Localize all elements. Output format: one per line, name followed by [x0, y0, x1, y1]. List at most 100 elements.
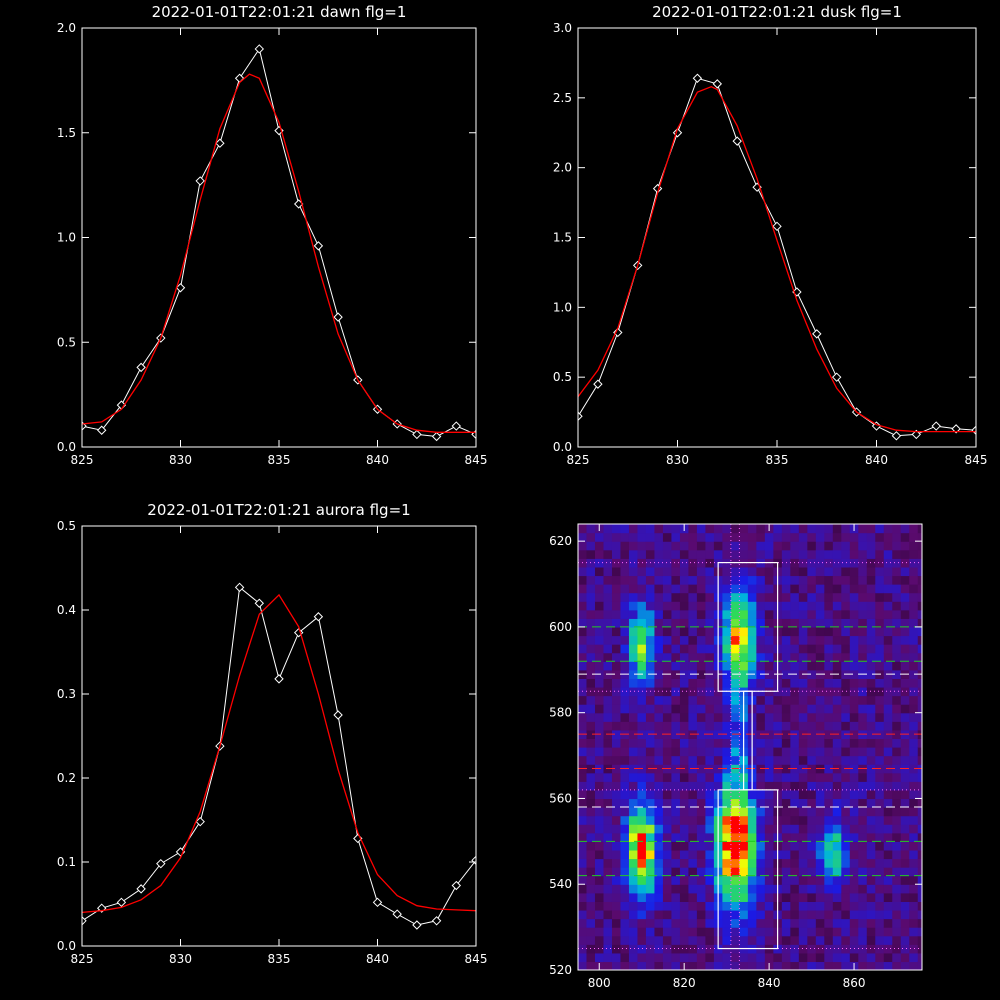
heatmap-cell [858, 584, 868, 594]
heatmap-cell [705, 747, 715, 757]
y-tick-label: 0.4 [57, 603, 76, 617]
heatmap-cell [849, 618, 859, 628]
heatmap-cell [917, 712, 922, 722]
heatmap-cell [798, 875, 808, 885]
heatmap-cell [807, 884, 817, 894]
heatmap-cell [764, 618, 774, 628]
heatmap-cell [790, 884, 800, 894]
data-point-marker [613, 327, 623, 338]
heatmap-cell [841, 738, 851, 748]
heatmap-cell [866, 584, 876, 594]
heatmap-cell [917, 772, 922, 782]
heatmap-cell [662, 781, 673, 791]
heatmap-cell [620, 841, 630, 851]
heatmap-cell [807, 712, 817, 722]
heatmap-cell [739, 832, 749, 842]
heatmap-cell [722, 738, 732, 748]
heatmap-cell [883, 738, 893, 748]
heatmap-cell [917, 652, 922, 662]
heatmap-cell [892, 858, 902, 868]
heatmap-cell [875, 832, 885, 842]
heatmap-cell [883, 592, 893, 602]
heatmap-cell [824, 626, 834, 637]
heatmap-cell [909, 927, 919, 937]
heatmap-cell [849, 747, 859, 757]
heatmap-cell [900, 884, 910, 894]
heatmap-cell [883, 892, 893, 902]
heatmap-cell [747, 789, 757, 800]
heatmap-cell [594, 841, 605, 851]
heatmap-cell [611, 609, 622, 619]
heatmap-cell [696, 815, 706, 825]
heatmap-cell [798, 892, 808, 902]
heatmap-cell [722, 755, 732, 765]
heatmap-cell [807, 841, 817, 851]
heatmap-cell [586, 704, 596, 714]
heatmap-cell [875, 935, 885, 945]
heatmap-cell [722, 575, 732, 585]
heatmap-cell [815, 626, 825, 637]
heatmap-cell [917, 678, 922, 688]
heatmap-cell [841, 909, 851, 920]
heatmap-cell [594, 901, 605, 911]
heatmap-cell [807, 961, 817, 970]
heatmap-cell [645, 704, 656, 714]
heatmap-cell [645, 781, 656, 791]
heatmap-cell [807, 935, 817, 945]
heatmap-cell [696, 566, 706, 577]
heatmap-cell [611, 549, 622, 559]
heatmap-cell [773, 755, 783, 765]
heatmap-cell [722, 832, 732, 842]
heatmap-cell [586, 661, 596, 671]
heatmap-cell [858, 644, 868, 654]
heatmap-cell [756, 644, 766, 654]
heatmap-cell [900, 721, 910, 731]
heatmap-cell [645, 875, 656, 885]
heatmap-cell [892, 532, 902, 542]
heatmap-cell [654, 772, 664, 782]
heatmap-cell [705, 566, 715, 577]
heatmap-cell [620, 747, 630, 757]
heatmap-cell [781, 652, 791, 662]
heatmap-cell [739, 635, 749, 645]
heatmap-cell [781, 918, 791, 928]
heatmap-cell [756, 524, 766, 534]
heatmap-cell [594, 832, 605, 842]
heatmap-cell [892, 747, 902, 757]
heatmap-cell [900, 618, 910, 628]
heatmap-cell [654, 738, 664, 748]
heatmap-cell [900, 626, 910, 637]
heatmap-cell [679, 807, 690, 817]
heatmap-cell [586, 669, 596, 679]
heatmap-cell [764, 566, 774, 577]
heatmap-cell [866, 841, 876, 851]
heatmap-cell [620, 901, 630, 911]
heatmap-cell [815, 678, 825, 688]
heatmap-cell [637, 849, 647, 860]
heatmap-cell [730, 747, 740, 757]
heatmap-cell [705, 635, 715, 645]
heatmap-cell [705, 532, 715, 542]
heatmap-cell [730, 609, 740, 619]
heatmap-cell [849, 849, 859, 860]
heatmap-cell [892, 738, 902, 748]
heatmap-cell [696, 721, 706, 731]
heatmap-cell [807, 695, 817, 705]
heatmap-cell [824, 566, 834, 577]
heatmap-cell [832, 566, 842, 577]
heatmap-cell [739, 618, 749, 628]
heatmap-cell [679, 892, 690, 902]
heatmap-cell [883, 798, 893, 808]
heatmap-cell [671, 738, 681, 748]
heatmap-cell [578, 867, 588, 877]
heatmap-cell [705, 935, 715, 945]
heatmap-cell [841, 575, 851, 585]
heatmap-cell [688, 772, 698, 782]
heatmap-cell [586, 849, 596, 860]
heatmap-cell [654, 669, 664, 679]
heatmap-cell [807, 644, 817, 654]
heatmap-cell [578, 772, 588, 782]
heatmap-cell [688, 592, 698, 602]
heatmap-cell [654, 609, 664, 619]
heatmap-cell [841, 686, 851, 697]
